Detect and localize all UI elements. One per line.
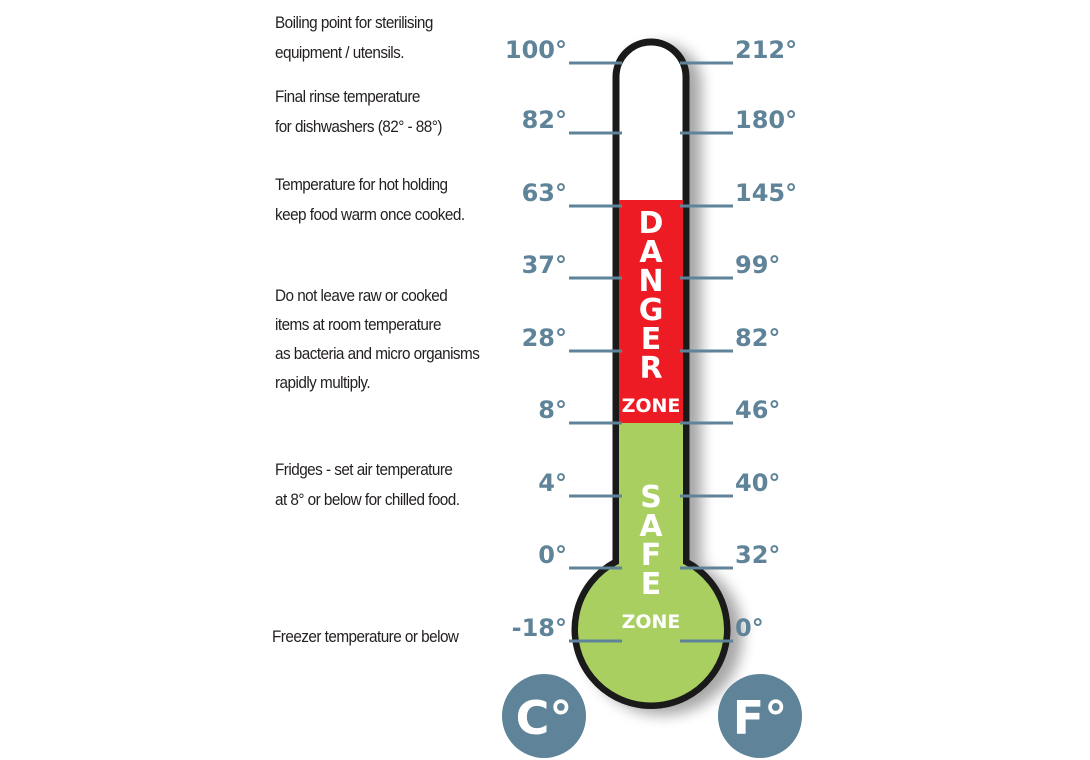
celsius-label: 82° bbox=[521, 106, 567, 134]
note-line: equipment / utensils. bbox=[275, 43, 405, 62]
danger-zone-label: ZONE bbox=[622, 395, 681, 417]
celsius-label: 0° bbox=[538, 541, 567, 569]
note-final-rinse: Final rinse temperature for dishwashers … bbox=[275, 82, 442, 142]
fahrenheit-label: 0° bbox=[735, 614, 764, 642]
fahrenheit-label: 40° bbox=[735, 469, 781, 497]
safe-letter: S bbox=[640, 480, 662, 515]
note-line: Freezer temperature or below bbox=[272, 627, 459, 646]
note-line: as bacteria and micro organisms bbox=[275, 344, 480, 363]
note-line: for dishwashers (82° - 88°) bbox=[275, 117, 442, 136]
celsius-label: 37° bbox=[521, 251, 567, 279]
note-line: Do not leave raw or cooked bbox=[275, 286, 448, 305]
note-line: Final rinse temperature bbox=[275, 87, 420, 106]
celsius-label: 100° bbox=[504, 36, 567, 64]
note-freezer: Freezer temperature or below bbox=[272, 622, 459, 652]
fahrenheit-label: 82° bbox=[735, 324, 781, 352]
celsius-label: -18° bbox=[511, 614, 567, 642]
fahrenheit-label: 32° bbox=[735, 541, 781, 569]
note-line: Boiling point for sterilising bbox=[275, 13, 433, 32]
note-line: at 8° or below for chilled food. bbox=[275, 490, 460, 509]
danger-letter: D bbox=[639, 206, 664, 241]
fahrenheit-badge: F° bbox=[718, 674, 802, 758]
celsius-label: 4° bbox=[538, 469, 567, 497]
note-line: rapidly multiply. bbox=[275, 373, 371, 392]
fahrenheit-label: 46° bbox=[735, 396, 781, 424]
fahrenheit-label: 99° bbox=[735, 251, 781, 279]
celsius-label: 8° bbox=[538, 396, 567, 424]
danger-letter: A bbox=[639, 235, 663, 270]
note-hot-holding: Temperature for hot holding keep food wa… bbox=[275, 170, 465, 230]
note-line: Fridges - set air temperature bbox=[275, 460, 453, 479]
note-room-temperature: Do not leave raw or cooked items at room… bbox=[275, 281, 480, 397]
danger-letter: E bbox=[641, 322, 662, 357]
fahrenheit-unit-label: F° bbox=[733, 691, 787, 745]
celsius-label: 28° bbox=[521, 324, 567, 352]
scale-ticks bbox=[569, 61, 733, 643]
fahrenheit-label: 180° bbox=[735, 106, 798, 134]
safe-zone-label: ZONE bbox=[622, 611, 681, 633]
celsius-unit-label: C° bbox=[516, 691, 573, 745]
danger-letter: R bbox=[639, 351, 662, 386]
note-line: items at room temperature bbox=[275, 315, 441, 334]
safe-letter: E bbox=[641, 567, 662, 602]
note-line: Temperature for hot holding bbox=[275, 175, 448, 194]
fahrenheit-label: 212° bbox=[735, 36, 798, 64]
celsius-badge: C° bbox=[502, 674, 586, 758]
note-boiling: Boiling point for sterilising equipment … bbox=[275, 8, 433, 68]
note-fridges: Fridges - set air temperature at 8° or b… bbox=[275, 455, 460, 515]
fahrenheit-label: 145° bbox=[735, 179, 798, 207]
celsius-label: 63° bbox=[521, 179, 567, 207]
danger-letter: G bbox=[639, 293, 664, 328]
safe-letter: F bbox=[641, 538, 662, 573]
danger-letter: N bbox=[638, 264, 663, 299]
note-line: keep food warm once cooked. bbox=[275, 205, 465, 224]
safe-letter: A bbox=[639, 509, 663, 544]
